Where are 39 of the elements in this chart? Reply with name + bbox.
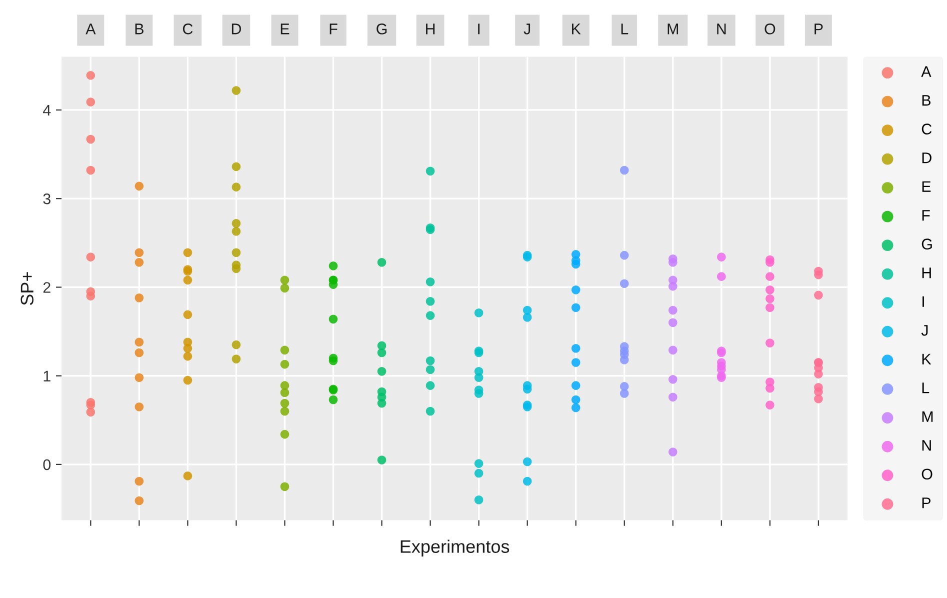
y-axis-title: SP+ xyxy=(20,272,34,306)
legend-label: B xyxy=(922,95,931,106)
legend-label: D xyxy=(922,152,932,164)
legend-label: I xyxy=(922,296,924,307)
x-tick-label: F xyxy=(330,24,338,34)
x-tick-label: J xyxy=(524,24,530,34)
x-tick-label: I xyxy=(478,24,480,34)
y-tick-label: 2 xyxy=(43,282,50,293)
legend-label: F xyxy=(922,210,930,221)
x-tick-label: N xyxy=(717,24,726,34)
x-tick-label: P xyxy=(814,24,823,34)
x-tick-label: B xyxy=(135,24,144,34)
x-tick-label: L xyxy=(621,24,628,34)
legend-label: M xyxy=(922,411,933,422)
y-tick-label: 0 xyxy=(43,459,51,470)
legend-label: P xyxy=(922,498,931,508)
x-tick-label: D xyxy=(232,24,242,34)
x-tick-label: O xyxy=(764,24,776,34)
legend-label: H xyxy=(922,268,931,278)
x-axis-title: Experimentos xyxy=(400,540,510,557)
legend-label: C xyxy=(922,124,932,134)
x-tick-label: K xyxy=(572,24,581,34)
x-tick-label: G xyxy=(376,24,387,34)
legend-label: K xyxy=(922,354,932,364)
y-tick-label: 1 xyxy=(44,370,50,382)
legend-label: A xyxy=(921,66,932,77)
legend-label: L xyxy=(922,382,930,394)
x-tick-label: M xyxy=(668,24,678,34)
legend-label: O xyxy=(922,468,932,480)
x-tick-label: E xyxy=(280,24,290,34)
legend-label: G xyxy=(922,238,932,250)
x-tick-label: H xyxy=(426,24,435,34)
legend-label: E xyxy=(922,181,931,192)
x-tick-label: A xyxy=(86,24,96,34)
y-tick-label: 3 xyxy=(43,193,50,204)
legend-label: J xyxy=(921,325,928,336)
legend-label: N xyxy=(922,440,931,451)
y-tick-label: 4 xyxy=(42,105,51,116)
x-tick-label: C xyxy=(182,24,193,34)
